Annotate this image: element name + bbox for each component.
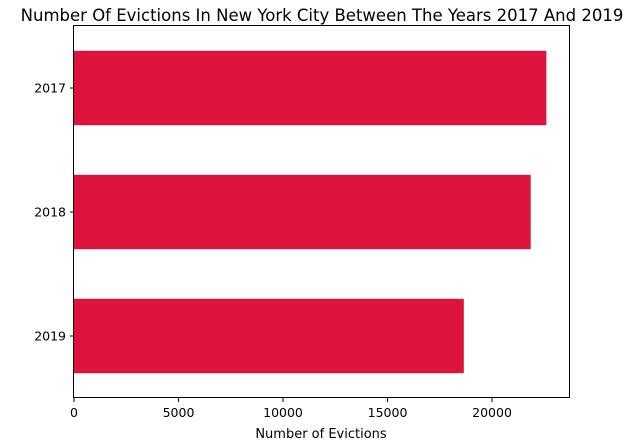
- chart-title: Number Of Evictions In New York City Bet…: [21, 6, 624, 25]
- x-tick-label-20000: 20000: [472, 405, 512, 420]
- y-axis-ticks: 2017 2018 2019: [34, 81, 74, 344]
- x-tick-label-15000: 15000: [368, 405, 408, 420]
- x-tick-label-0: 0: [70, 405, 78, 420]
- y-tick-label-2018: 2018: [34, 205, 66, 220]
- x-tick-label-5000: 5000: [163, 405, 195, 420]
- bar-2017: [74, 50, 547, 126]
- x-axis-label: Number of Evictions: [255, 427, 387, 442]
- x-axis-ticks: 0 5000 10000 15000 20000: [70, 398, 512, 420]
- bar-2019: [74, 298, 464, 374]
- bars-group: [74, 50, 547, 374]
- y-tick-label-2017: 2017: [34, 81, 66, 96]
- y-tick-label-2019: 2019: [34, 329, 66, 344]
- bar-2018: [74, 174, 531, 250]
- plot-frame: [73, 25, 570, 398]
- x-tick-label-10000: 10000: [263, 405, 303, 420]
